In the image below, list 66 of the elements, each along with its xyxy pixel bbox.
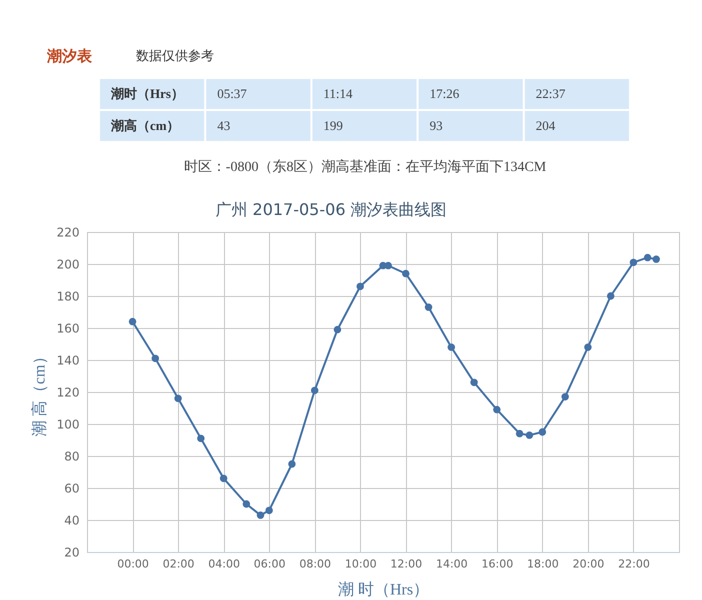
point bbox=[538, 428, 546, 436]
text: 05:37 bbox=[217, 86, 248, 101]
y-axis-title: 潮 高（cm） bbox=[30, 348, 48, 436]
point bbox=[424, 304, 432, 311]
point bbox=[516, 430, 524, 438]
text: 潮时（Hrs） bbox=[110, 86, 184, 101]
point bbox=[652, 256, 660, 263]
text: 199 bbox=[323, 118, 343, 133]
x-tick-label: 18:00 bbox=[527, 558, 559, 570]
x-tick-label: 10:00 bbox=[344, 558, 377, 570]
point bbox=[644, 254, 652, 262]
x-axis-title: 潮 时（Hrs） bbox=[338, 580, 430, 598]
y-tick-label: 220 bbox=[56, 226, 80, 240]
x-tick-label: 06:00 bbox=[254, 558, 286, 570]
y-tick-label: 20 bbox=[64, 546, 80, 560]
x-tick-label: 12:00 bbox=[390, 558, 422, 570]
y-tick-label: 200 bbox=[56, 258, 80, 272]
x-tick-label: 00:00 bbox=[117, 558, 149, 570]
point bbox=[152, 354, 160, 362]
point bbox=[288, 460, 296, 468]
point bbox=[606, 292, 614, 300]
text: 22:37 bbox=[536, 86, 566, 101]
text: 204 bbox=[536, 118, 556, 133]
x-tick-label: 04:00 bbox=[208, 558, 240, 570]
point bbox=[242, 500, 250, 508]
x-tick-label: 14:00 bbox=[436, 558, 468, 570]
y-tick-label: 120 bbox=[56, 386, 80, 400]
point bbox=[470, 378, 478, 386]
point bbox=[630, 258, 638, 266]
point bbox=[310, 386, 318, 394]
point bbox=[493, 406, 501, 414]
point bbox=[220, 474, 228, 482]
point bbox=[356, 282, 364, 290]
point bbox=[174, 394, 182, 402]
point bbox=[448, 344, 456, 351]
y-tick-label: 80 bbox=[64, 450, 80, 464]
text: 数据仅供参考 bbox=[136, 49, 214, 64]
y-tick-label: 160 bbox=[56, 322, 80, 336]
text: 时区：-0800（东8区）潮高基准面：在平均海平面下134CM bbox=[184, 159, 547, 175]
x-tick-label: 02:00 bbox=[162, 558, 194, 570]
x-tick-label: 20:00 bbox=[572, 558, 604, 570]
y-tick-label: 180 bbox=[56, 290, 80, 304]
x-tick-label: 16:00 bbox=[481, 558, 514, 570]
y-tick-label: 140 bbox=[56, 354, 80, 368]
text: 43 bbox=[217, 118, 230, 133]
point bbox=[402, 270, 410, 278]
chart-title: 广州 2017-05-06 潮汐表曲线图 bbox=[215, 200, 447, 219]
text: 11:14 bbox=[323, 86, 354, 101]
point bbox=[265, 506, 273, 514]
y-tick-label: 100 bbox=[56, 418, 80, 432]
text: 潮高（cm） bbox=[110, 118, 180, 133]
y-tick-label: 60 bbox=[64, 482, 80, 496]
point bbox=[334, 326, 342, 334]
x-tick-label: 22:00 bbox=[618, 558, 650, 570]
point bbox=[197, 434, 205, 442]
text: 17:26 bbox=[430, 86, 460, 101]
point bbox=[561, 393, 569, 400]
x-tick-label: 08:00 bbox=[299, 558, 332, 570]
text: 潮汐表 bbox=[46, 47, 93, 65]
point bbox=[256, 512, 264, 519]
text: 93 bbox=[430, 118, 443, 133]
point bbox=[584, 344, 592, 351]
y-tick-label: 40 bbox=[64, 514, 80, 528]
point bbox=[526, 432, 534, 439]
point bbox=[384, 262, 392, 270]
point bbox=[128, 318, 136, 326]
